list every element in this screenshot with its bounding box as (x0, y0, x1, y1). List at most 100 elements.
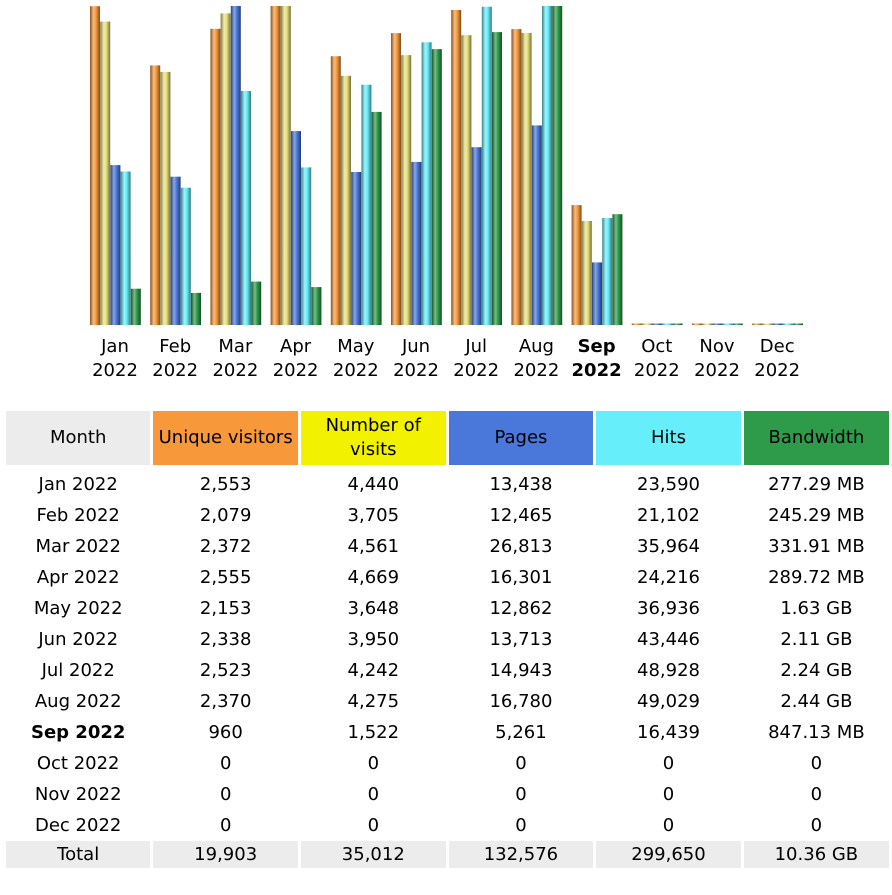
row-visits: 0 (367, 815, 380, 836)
x-tick-label-year: 2022 (634, 360, 680, 381)
bar-bandwidth (492, 32, 502, 325)
total-visits: 35,012 (300, 841, 446, 868)
row-month: Apr 2022 (36, 567, 120, 588)
row-bandwidth: 847.13 MB (768, 722, 865, 743)
row-unique-visitors: 2,079 (199, 505, 252, 526)
row-hits: 0 (662, 815, 675, 836)
table-row: Dec 2022 0 0 0 0 0 (6, 810, 889, 841)
x-tick-label-month: Jul (464, 336, 487, 357)
bar-unique-visitors (571, 205, 582, 325)
header-bandwidth: Bandwidth (743, 411, 889, 465)
row-bandwidth: 331.91 MB (768, 536, 865, 557)
x-tick-label-year: 2022 (92, 360, 138, 381)
row-pages: 13,438 (489, 474, 553, 495)
x-tick-label-year: 2022 (212, 360, 258, 381)
row-bandwidth: 277.29 MB (768, 474, 865, 495)
bar-hits (301, 167, 312, 325)
row-bandwidth: 245.29 MB (768, 505, 865, 526)
monthly-history-chart: Jan 2022 Feb 2022 Mar 2022 Apr 2022 May 2022 Jun 20… (90, 6, 803, 381)
total-bandwidth: 10.36 GB (743, 841, 889, 868)
row-pages: 16,301 (489, 567, 553, 588)
row-unique-visitors: 2,555 (199, 567, 252, 588)
bar-bandwidth (793, 323, 803, 325)
bar-unique-visitors (511, 29, 522, 325)
x-tick-label-year: 2022 (393, 360, 439, 381)
header-number-of-visits: Number of visits (300, 411, 446, 465)
bar-hits (602, 218, 613, 325)
row-month: Feb 2022 (36, 505, 120, 526)
row-unique-visitors: 0 (219, 784, 232, 805)
row-visits: 0 (367, 753, 380, 774)
row-pages: 0 (515, 815, 527, 836)
row-month: Nov 2022 (34, 784, 122, 805)
x-tick-label-year: 2022 (273, 360, 319, 381)
bar-hits (542, 6, 552, 325)
row-hits: 24,216 (637, 567, 700, 588)
table-row: Feb 2022 2,079 3,705 12,465 21,102 245.29 MB (6, 500, 889, 531)
row-unique-visitors: 2,523 (199, 660, 252, 681)
bar-unique-visitors (270, 6, 281, 325)
row-month: Aug 2022 (34, 691, 122, 712)
row-hits: 36,936 (637, 598, 700, 619)
row-unique-visitors: 0 (219, 753, 232, 774)
x-tick-label-month: Sep (578, 336, 616, 357)
bar-unique-visitors (692, 323, 702, 325)
bar-bandwidth (612, 214, 623, 325)
row-visits: 4,669 (347, 567, 400, 588)
row-visits: 4,440 (347, 474, 400, 495)
row-visits: 4,242 (347, 660, 400, 681)
x-tick-label-month: Jan (100, 336, 129, 357)
x-tick-label-month: Jun (401, 336, 430, 357)
table-total-row: Total 19,903 35,012 132,576 299,650 10.3… (6, 841, 889, 868)
bar-hits (662, 323, 673, 325)
row-pages: 13,713 (489, 629, 553, 650)
row-bandwidth: 289.72 MB (768, 567, 865, 588)
total-pages: 132,576 (448, 841, 594, 868)
bar-number-of-visits (160, 71, 171, 326)
x-tick-label-month: Feb (159, 336, 191, 357)
bar-unique-visitors (631, 323, 642, 325)
bar-hits (782, 323, 793, 325)
table-row: Mar 2022 2,372 4,561 26,813 35,964 331.91 MB (6, 531, 889, 562)
bar-pages (411, 161, 422, 325)
header-pages: Pages (448, 411, 594, 465)
x-tick-label-year: 2022 (333, 360, 379, 381)
row-hits: 0 (662, 784, 675, 805)
bar-hits (180, 187, 191, 325)
bar-unique-visitors (451, 10, 462, 325)
row-month: Dec 2022 (35, 815, 122, 836)
row-unique-visitors: 2,153 (199, 598, 252, 619)
row-unique-visitors: 0 (219, 815, 232, 836)
x-tick-label-year: 2022 (694, 360, 740, 381)
bar-unique-visitors (752, 323, 763, 325)
bar-bandwidth (191, 292, 201, 325)
x-tick-label-year: 2022 (453, 360, 499, 381)
bar-number-of-visits (100, 21, 111, 325)
bar-pages (351, 172, 362, 325)
bar-number-of-visits (642, 323, 652, 325)
bar-pages (110, 165, 121, 325)
row-unique-visitors: 2,553 (199, 474, 252, 495)
x-tick-label-month: Mar (218, 336, 253, 357)
bar-pages (772, 323, 783, 325)
row-visits: 4,561 (347, 536, 400, 557)
table-row: Apr 2022 2,555 4,669 16,301 24,216 289.72 MB (6, 562, 889, 593)
bar-hits (481, 6, 492, 325)
bar-pages (712, 323, 723, 325)
bar-number-of-visits (401, 55, 412, 325)
bar-unique-visitors (90, 6, 100, 325)
row-bandwidth: 0 (810, 753, 823, 774)
x-tick-label-month: Apr (280, 336, 312, 357)
row-month: May 2022 (33, 598, 123, 619)
row-visits: 0 (367, 784, 380, 805)
bar-unique-visitors (330, 56, 341, 325)
row-hits: 23,590 (637, 474, 700, 495)
row-month: Jul 2022 (41, 660, 115, 681)
total-hits: 299,650 (596, 841, 741, 868)
total-label: Total (6, 841, 151, 868)
row-pages: 14,943 (489, 660, 553, 681)
row-pages: 0 (515, 784, 527, 805)
row-bandwidth: 2.24 GB (780, 660, 853, 681)
bar-pages (652, 323, 663, 325)
bar-unique-visitors (391, 33, 401, 325)
